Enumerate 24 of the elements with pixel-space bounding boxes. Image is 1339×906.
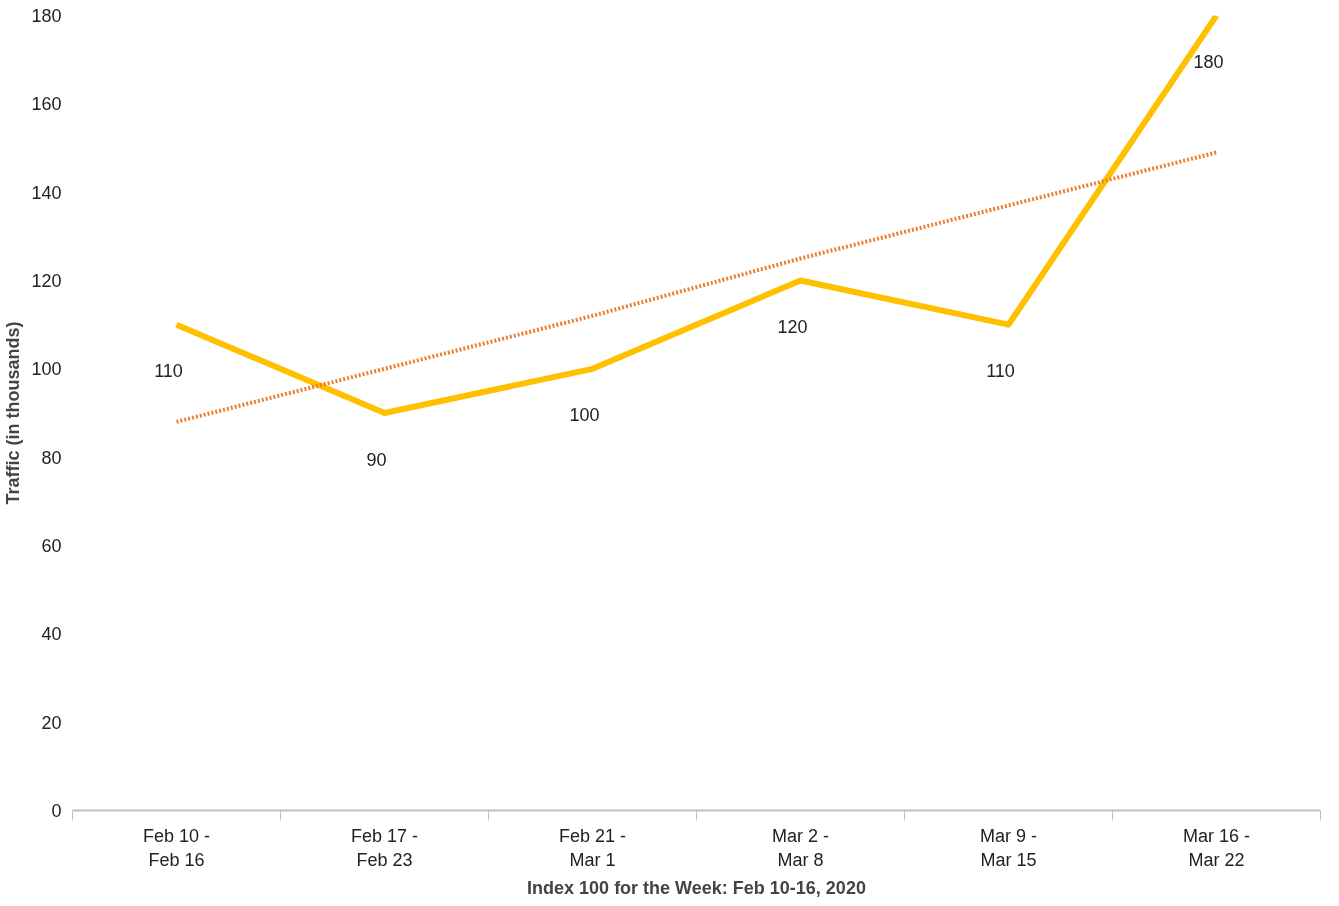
y-tick-label: 180 bbox=[31, 6, 62, 26]
y-tick-label: 60 bbox=[41, 536, 62, 556]
x-tick-label: Mar 16 - Mar 22 bbox=[1182, 825, 1251, 870]
data-label: 120 bbox=[777, 317, 808, 337]
x-tick-label: Mar 9 - Mar 15 bbox=[980, 825, 1038, 870]
data-label: 110 bbox=[986, 361, 1015, 382]
data-label: 110 bbox=[154, 361, 183, 382]
x-tick-label: Mar 2 - Mar 8 bbox=[772, 825, 830, 870]
y-tick-label: 80 bbox=[41, 447, 62, 468]
x-tick-label: Feb 21 - Mar 1 bbox=[558, 825, 627, 870]
data-label: 180 bbox=[1193, 52, 1224, 72]
y-tick-label: 20 bbox=[41, 712, 62, 733]
data-label: 90 bbox=[366, 449, 387, 470]
data-label: 100 bbox=[569, 405, 600, 426]
x-axis-title: Index 100 for the Week: Feb 10-16, 2020 bbox=[527, 877, 866, 898]
y-tick-label: 140 bbox=[31, 182, 62, 203]
x-tick-label: Feb 10 - Feb 16 bbox=[142, 825, 211, 870]
y-tick-label: 100 bbox=[31, 359, 62, 380]
y-tick-label: 120 bbox=[31, 271, 62, 291]
y-axis-title: Traffic (in thousands) bbox=[3, 321, 24, 505]
y-tick-label: 40 bbox=[41, 624, 62, 645]
x-tick-label: Feb 17 - Feb 23 bbox=[350, 825, 419, 870]
y-tick-label: 0 bbox=[51, 801, 62, 821]
y-tick-label: 160 bbox=[31, 94, 62, 115]
